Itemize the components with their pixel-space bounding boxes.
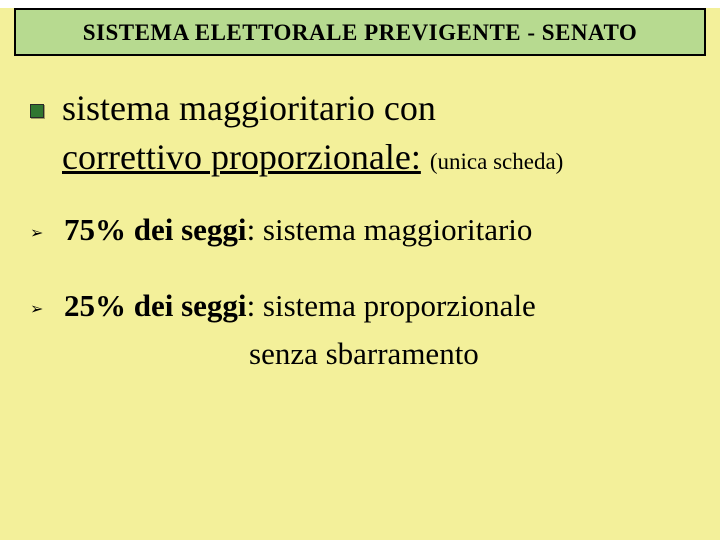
sub-item-2: ➢ 25% dei seggi: sistema proporzionale s… xyxy=(30,285,700,375)
arrow-bullet-icon: ➢ xyxy=(30,223,54,243)
sub1-bold: 75% dei seggi xyxy=(64,212,247,247)
sub2-text: 25% dei seggi: sistema proporzionale sen… xyxy=(64,285,536,375)
title-text: SISTEMA ELETTORALE PREVIGENTE - SENATO xyxy=(83,20,638,45)
sub1-rest: : sistema maggioritario xyxy=(247,212,533,247)
sub2-bold: 25% dei seggi xyxy=(64,288,247,323)
arrow-bullet-icon: ➢ xyxy=(30,299,54,319)
slide-title: SISTEMA ELETTORALE PREVIGENTE - SENATO xyxy=(14,8,706,56)
main-line-a: sistema maggioritario con xyxy=(62,88,436,128)
sub2-rest: : sistema proporzionale xyxy=(247,288,536,323)
sub2-line2: senza sbarramento xyxy=(64,333,536,375)
main-note: (unica scheda) xyxy=(430,149,563,174)
main-text: sistema maggioritario con correttivo pro… xyxy=(62,84,563,181)
main-line-b: correttivo proporzionale: xyxy=(62,137,421,177)
square-bullet-icon xyxy=(30,104,44,118)
main-bullet-item: sistema maggioritario con correttivo pro… xyxy=(30,84,700,181)
sub1-text: 75% dei seggi: sistema maggioritario xyxy=(64,209,532,251)
slide-content: sistema maggioritario con correttivo pro… xyxy=(0,56,720,375)
slide: SISTEMA ELETTORALE PREVIGENTE - SENATO s… xyxy=(0,8,720,540)
sub-item-1: ➢ 75% dei seggi: sistema maggioritario xyxy=(30,209,700,251)
